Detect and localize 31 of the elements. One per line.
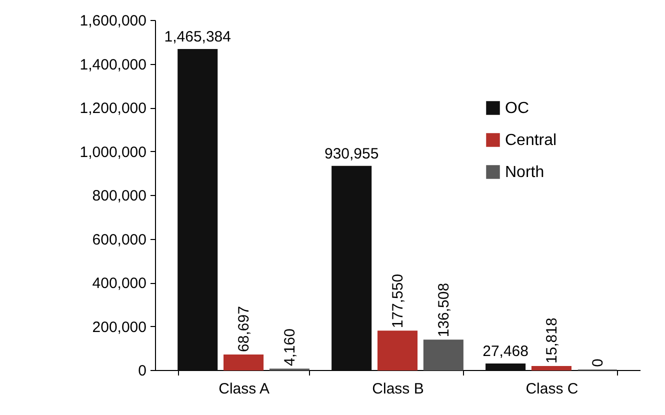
bar (332, 166, 372, 370)
bar (486, 363, 526, 370)
x-tick-label: Class B (372, 380, 424, 398)
x-tick-label: Class A (218, 380, 270, 398)
y-tick-label: 400,000 (92, 275, 146, 292)
y-tick-label: 200,000 (92, 318, 146, 336)
data-label: 4,160 (281, 328, 298, 366)
bar (224, 354, 264, 370)
data-label: 15,818 (543, 318, 560, 364)
data-label: 68,697 (236, 306, 253, 352)
y-tick-label: 1,600,000 (80, 12, 146, 30)
bar (423, 340, 464, 370)
y-tick-label: 1,400,000 (80, 56, 146, 74)
y-tick-label: 600,000 (92, 231, 146, 248)
bar (531, 366, 572, 370)
y-tick-label: 0 (138, 362, 146, 380)
legend-label: Central (505, 132, 557, 149)
data-label: 177,550 (390, 274, 406, 328)
data-label: 930,955 (324, 145, 379, 162)
legend-label: OC (505, 100, 529, 117)
legend-label: North (505, 164, 544, 181)
x-tick-label: Class C (526, 380, 578, 398)
data-label: 27,468 (482, 342, 528, 360)
y-tick-label: 1,000,000 (80, 144, 146, 161)
bar (178, 48, 218, 370)
y-tick-label: 1,200,000 (80, 100, 146, 117)
y-tick-label: 800,000 (92, 188, 146, 204)
bar (377, 330, 418, 370)
data-label: 0 (589, 358, 606, 367)
data-label: 1,465,384 (164, 28, 231, 46)
data-label: 136,508 (435, 282, 452, 338)
